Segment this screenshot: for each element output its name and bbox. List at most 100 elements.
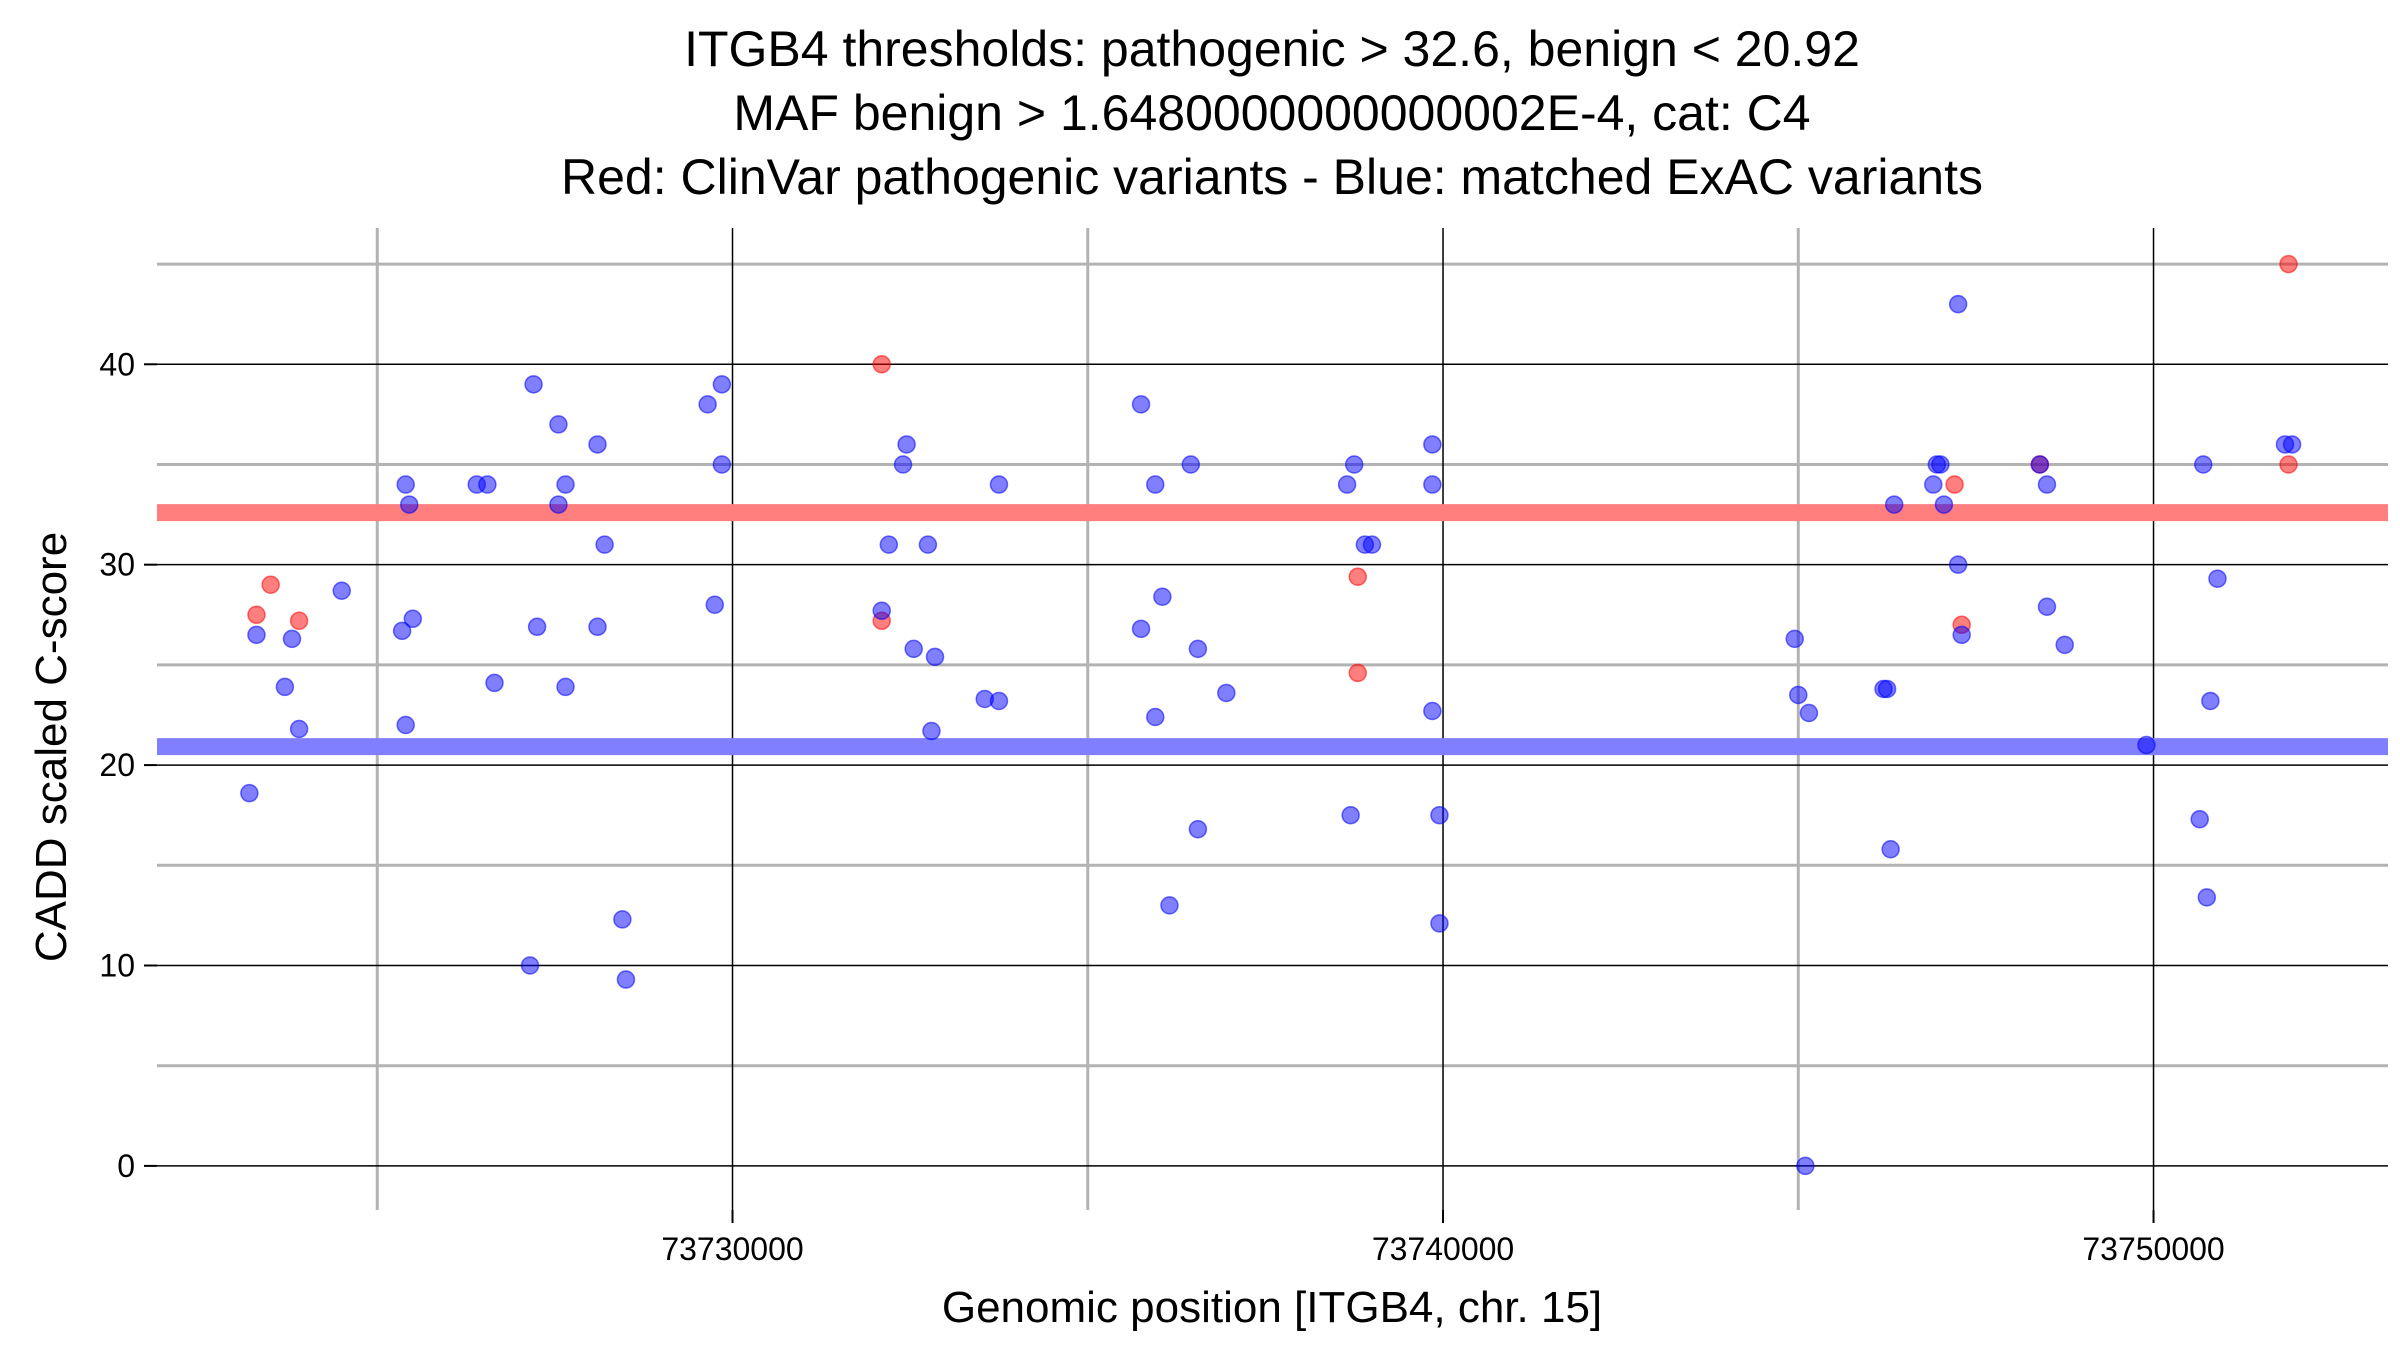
benign-point xyxy=(595,535,614,554)
pathogenic-point xyxy=(2279,455,2298,474)
benign-point xyxy=(925,647,945,667)
benign-point xyxy=(588,617,607,637)
benign-point xyxy=(527,617,547,637)
pathogenic-point xyxy=(1945,475,1964,494)
major-grid xyxy=(157,228,2388,1210)
benign-point xyxy=(698,395,717,414)
benign-point xyxy=(1948,555,1968,574)
benign-point xyxy=(904,639,923,659)
benign-point xyxy=(1952,625,1971,645)
benign-point xyxy=(1362,535,1382,554)
benign-point xyxy=(1160,896,1179,915)
benign-point xyxy=(1188,819,1208,839)
benign-point xyxy=(918,535,938,554)
benign-point xyxy=(893,455,913,474)
pathogenic-point xyxy=(1348,567,1368,586)
benign-point xyxy=(2282,435,2302,454)
y-axis-label: CADD scaled C-score xyxy=(27,532,76,962)
benign-point xyxy=(1881,840,1900,859)
benign-point xyxy=(1344,455,1364,474)
threshold-lines xyxy=(157,504,2388,756)
benign-point xyxy=(1785,629,1804,649)
x-axis-ticks: 73730000 73740000 73750000 xyxy=(661,1210,2225,1267)
benign-point xyxy=(556,475,575,494)
benign-point xyxy=(712,375,732,394)
benign-point xyxy=(989,691,1009,711)
x-axis-label: Genomic position [ITGB4, chr. 15] xyxy=(942,1283,1602,1332)
benign-point xyxy=(1799,703,1819,723)
benign-point xyxy=(403,609,423,629)
benign-point xyxy=(1423,701,1442,721)
pathogenic-point xyxy=(261,575,280,594)
pathogenic-point xyxy=(2279,254,2298,274)
x-tick-label: 73740000 xyxy=(1372,1231,1514,1267)
pathogenic-point xyxy=(289,611,309,631)
benign-point xyxy=(399,495,419,514)
y-tick-label: 20 xyxy=(99,747,135,783)
benign-point xyxy=(1924,475,1943,494)
chart-title: ITGB4 thresholds: pathogenic > 32.6, ben… xyxy=(561,21,1983,205)
benign-point xyxy=(1884,495,1904,514)
benign-point xyxy=(1146,475,1165,494)
benign-point xyxy=(1131,395,1151,414)
title-line-3: Red: ClinVar pathogenic variants - Blue:… xyxy=(561,149,1983,205)
benign-point xyxy=(1188,639,1208,659)
benign-point xyxy=(1877,679,1897,699)
benign-point xyxy=(1423,475,1442,494)
pathogenic-point xyxy=(872,355,891,374)
benign-point xyxy=(1181,455,1201,474)
title-line-2: MAF benign > 1.6480000000000002E-4, cat:… xyxy=(733,85,1810,141)
benign-point xyxy=(613,910,632,929)
benign-point xyxy=(282,629,302,649)
benign-point xyxy=(1131,619,1151,639)
benign-point xyxy=(549,415,568,434)
benign-point xyxy=(879,535,899,554)
benign-point xyxy=(485,673,504,693)
benign-point xyxy=(1341,805,1360,825)
minor-grid xyxy=(157,228,2388,1210)
benign-point xyxy=(392,621,412,641)
benign-point xyxy=(2055,635,2074,655)
benign-point xyxy=(332,581,351,600)
benign-point xyxy=(1430,805,1449,825)
benign-point xyxy=(520,956,540,975)
benign-point xyxy=(2197,888,2217,907)
benign-point xyxy=(1796,1156,1815,1176)
benign-point xyxy=(588,435,607,454)
benign-point xyxy=(1217,683,1236,703)
x-tick-label: 73730000 xyxy=(661,1231,803,1267)
benign-point xyxy=(556,677,575,697)
y-tick-label: 10 xyxy=(99,948,135,984)
benign-point xyxy=(396,475,415,494)
benign-point xyxy=(1430,914,1449,933)
benign-point xyxy=(1423,435,1442,454)
benign-point xyxy=(289,719,309,739)
benign-point xyxy=(1146,707,1165,727)
benign-point xyxy=(712,455,732,474)
benign-point xyxy=(1789,685,1808,705)
benign-point xyxy=(1948,294,1968,314)
benign-point xyxy=(922,721,941,741)
title-line-1: ITGB4 thresholds: pathogenic > 32.6, ben… xyxy=(684,21,1860,77)
benign-point xyxy=(2208,569,2227,588)
benign-point xyxy=(396,715,415,735)
benign-point xyxy=(2037,597,2057,617)
benign-point xyxy=(1153,587,1172,607)
benign-point xyxy=(2190,809,2209,829)
benign-point xyxy=(2030,455,2050,474)
y-axis-ticks: 0 10 20 30 40 xyxy=(99,346,157,1184)
benign-point xyxy=(989,475,1009,494)
y-tick-label: 30 xyxy=(99,547,135,583)
benign-point xyxy=(2194,455,2213,474)
benign-point xyxy=(705,595,724,615)
y-tick-label: 0 xyxy=(117,1148,135,1184)
pathogenic-point xyxy=(1348,663,1368,683)
benign-point xyxy=(2137,735,2156,755)
benign-point xyxy=(549,495,568,514)
benign-point xyxy=(247,625,266,645)
x-tick-label: 73750000 xyxy=(2082,1231,2224,1267)
benign-point xyxy=(524,375,543,394)
benign-point xyxy=(616,970,636,989)
benign-point xyxy=(1934,495,1954,514)
